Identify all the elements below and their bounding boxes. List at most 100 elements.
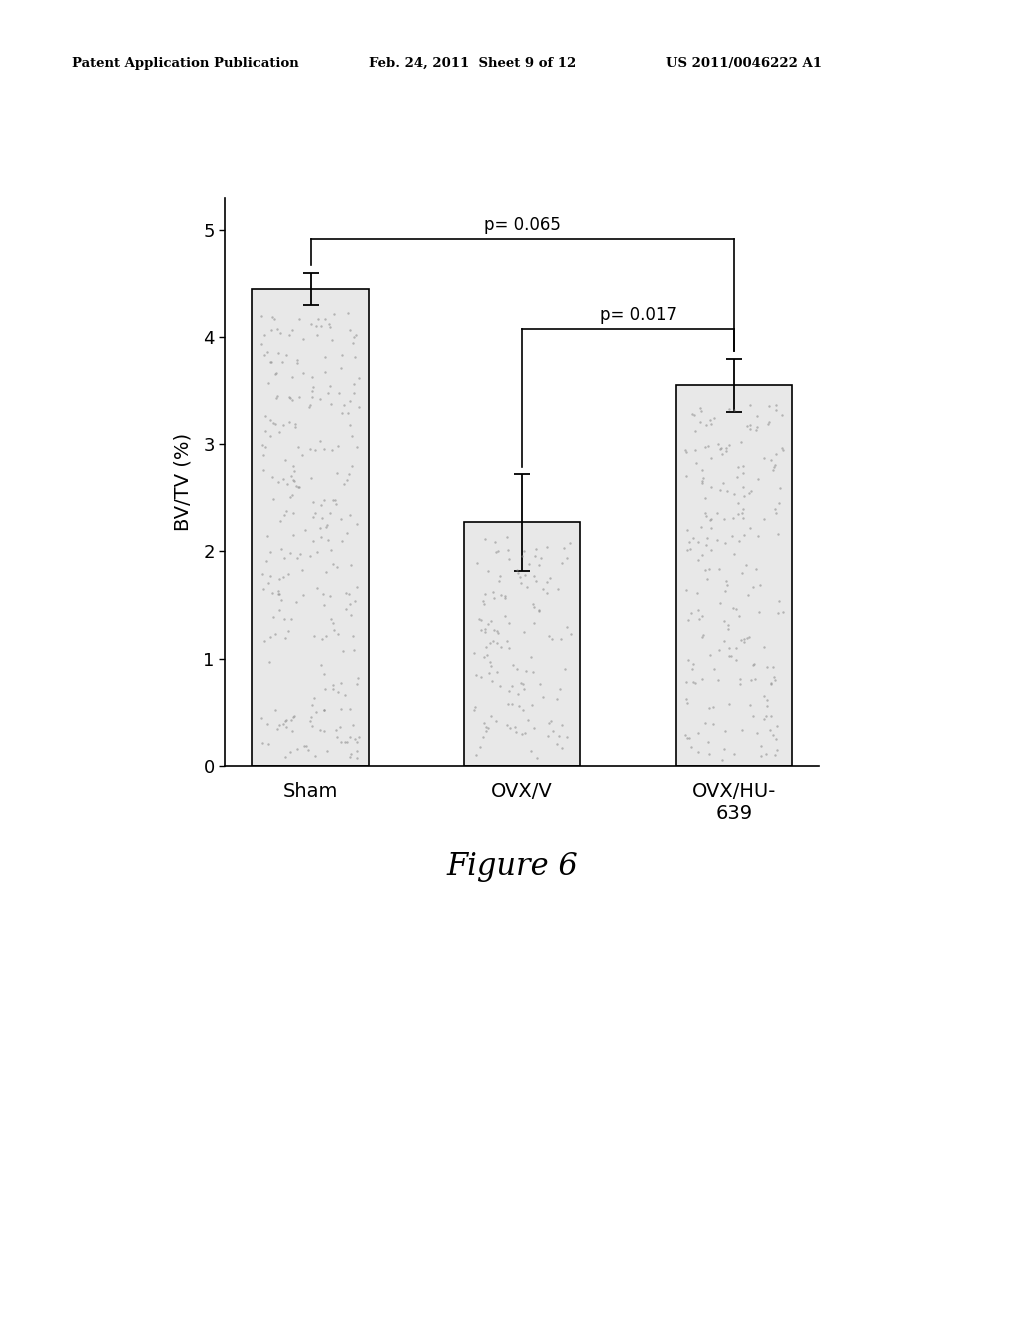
Point (552, 678, 568, 700)
Point (330, 681, 346, 702)
Point (312, 430, 329, 451)
Point (735, 507, 752, 528)
Point (344, 425, 360, 446)
Point (282, 543, 298, 564)
Point (475, 726, 492, 747)
Point (301, 438, 317, 459)
Point (339, 521, 355, 543)
Point (692, 400, 709, 421)
Point (284, 319, 300, 341)
Point (721, 434, 737, 455)
Point (541, 626, 557, 647)
Point (497, 606, 513, 627)
Point (769, 715, 785, 737)
Point (720, 618, 736, 639)
Point (319, 383, 336, 404)
Point (543, 710, 559, 731)
Point (679, 519, 695, 540)
Point (732, 432, 749, 453)
Point (549, 688, 565, 709)
Point (679, 692, 695, 713)
Point (717, 532, 733, 553)
Point (696, 503, 713, 524)
Point (335, 640, 351, 661)
Point (706, 659, 722, 680)
Point (479, 560, 496, 581)
Point (748, 420, 764, 441)
Point (702, 517, 719, 539)
Point (270, 599, 287, 620)
Point (694, 544, 711, 565)
Point (294, 558, 310, 579)
Point (683, 602, 699, 623)
Point (765, 459, 781, 480)
Point (514, 700, 530, 721)
Point (347, 325, 364, 346)
Point (287, 413, 303, 434)
Point (721, 399, 737, 420)
Point (341, 583, 357, 605)
Point (758, 705, 774, 726)
Point (731, 606, 748, 627)
Point (485, 631, 502, 652)
Point (689, 599, 706, 620)
Point (526, 545, 543, 566)
Point (479, 717, 496, 738)
Point (346, 326, 362, 347)
Text: Patent Application Publication: Patent Application Publication (72, 57, 298, 70)
Point (517, 565, 534, 586)
Point (257, 405, 273, 426)
Point (698, 535, 715, 556)
Point (732, 668, 749, 689)
Point (711, 639, 727, 660)
Point (514, 545, 530, 566)
Point (261, 626, 278, 647)
Point (521, 553, 538, 574)
Point (680, 610, 696, 631)
Point (329, 494, 345, 515)
Point (714, 444, 730, 465)
Point (693, 459, 710, 480)
Point (711, 558, 727, 579)
Point (765, 667, 781, 688)
Point (466, 643, 482, 664)
Point (759, 696, 775, 717)
Point (741, 627, 758, 648)
Y-axis label: BV/TV (%): BV/TV (%) (173, 433, 193, 531)
Point (330, 462, 346, 483)
Point (721, 638, 737, 659)
Text: US 2011/0046222 A1: US 2011/0046222 A1 (666, 57, 821, 70)
Text: p= 0.065: p= 0.065 (483, 216, 561, 235)
Point (487, 531, 504, 552)
Point (763, 673, 779, 694)
Point (485, 587, 502, 609)
Point (307, 503, 324, 524)
Point (325, 612, 341, 634)
Point (735, 455, 752, 477)
Point (720, 614, 736, 635)
Point (691, 412, 708, 433)
Point (763, 673, 779, 694)
Point (348, 747, 365, 768)
Point (694, 606, 711, 627)
Point (346, 639, 362, 660)
Point (706, 407, 722, 428)
Point (716, 630, 732, 651)
Point (497, 585, 513, 606)
Point (700, 698, 717, 719)
Point (483, 671, 500, 692)
Point (492, 676, 508, 697)
Point (336, 395, 352, 416)
Point (259, 714, 275, 735)
Point (678, 441, 694, 462)
Point (261, 409, 278, 430)
Point (304, 387, 321, 408)
Point (316, 309, 333, 330)
Point (741, 517, 758, 539)
Point (554, 714, 570, 735)
Point (484, 582, 501, 603)
Point (303, 715, 319, 737)
Point (558, 548, 574, 569)
Point (753, 735, 769, 756)
Point (688, 453, 705, 474)
